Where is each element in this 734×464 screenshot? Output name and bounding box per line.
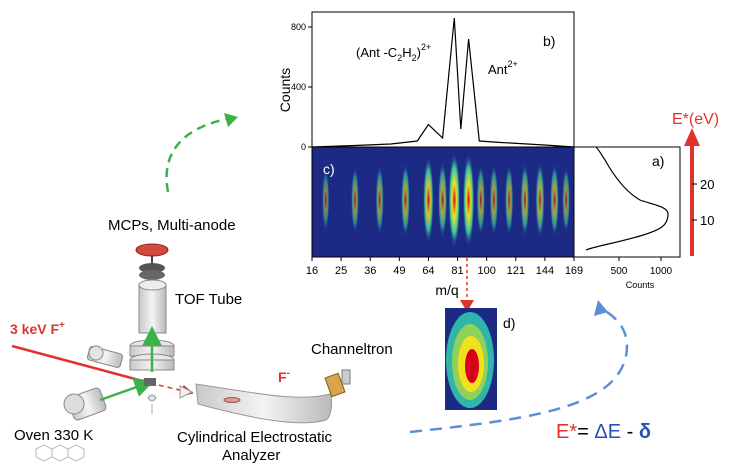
panel-b-ylabel: Counts (277, 68, 293, 112)
energy-axis: E*(eV) 10 20 (672, 111, 719, 256)
mcp-anode-disk (135, 243, 169, 257)
tof-tube-top (138, 279, 167, 291)
tof-label: TOF Tube (175, 291, 242, 308)
panel-a-xtick-500: 500 (611, 266, 628, 277)
heatmap-streak (321, 168, 330, 232)
spectrum-series-line (311, 17, 575, 148)
panel-b-ytick-label: 0 (301, 142, 306, 152)
energy-tick-20: 20 (700, 177, 714, 192)
target-cell (144, 378, 156, 386)
vapor-arrow (99, 377, 155, 402)
heatmap-streak (350, 166, 360, 234)
heatmap-streak (504, 164, 514, 236)
panel-b-y-axis: 0 400 800 (291, 22, 312, 152)
mq-axis-label: m/q (435, 282, 458, 298)
heatmap-streak (550, 163, 559, 237)
mq-tick-labels: 16 25 36 49 64 81 100 121 144 169 (306, 257, 583, 277)
panel-b-label: b) (543, 33, 555, 49)
mq-tick-label: 169 (565, 265, 583, 277)
mq-tick-label: 121 (507, 265, 525, 277)
panel-d: d) (445, 258, 515, 410)
heatmap-streak (401, 163, 410, 237)
projection-curve (585, 146, 669, 251)
energy-axis-label: E*(eV) (672, 111, 719, 128)
analyzer-label-line2: Analyzer (222, 447, 280, 464)
zoom-link-arrowhead (460, 300, 474, 312)
green-curved-arrow (165, 116, 233, 193)
heatmap-streak (462, 153, 475, 247)
heatmap-streak (520, 163, 530, 237)
panel-d-core (465, 349, 479, 383)
mq-tick-label: 81 (451, 265, 463, 277)
beam-label: 3 keV F+ (10, 320, 65, 337)
analyzer-label-line1: Cylindrical Electrostatic (177, 429, 333, 446)
panel-c: c) (311, 146, 575, 258)
green-curved-arrowhead (224, 113, 238, 127)
peak-label-fragment: (Ant -C2H2)2+ (356, 42, 431, 63)
oven-face (63, 393, 85, 415)
mq-tick-label: 144 (536, 265, 554, 277)
blue-curved-arrow (409, 306, 629, 434)
channeltron-connector (341, 369, 351, 385)
blue-curved-arrowhead (594, 300, 608, 316)
deflector-part (147, 394, 157, 402)
heatmap-columns (321, 152, 571, 248)
panel-b-ytick-label: 800 (291, 22, 306, 32)
heatmap-streak (448, 152, 461, 248)
panel-a-xtick-1000: 1000 (650, 266, 673, 277)
mq-tick-label: 49 (393, 265, 405, 277)
panel-b-ytick-label: 400 (291, 82, 306, 92)
panel-a-xlabel: Counts (626, 280, 655, 290)
apparatus: MCPs, Multi-anode TOF Tube 3 keV F+ Oven… (10, 217, 393, 464)
peak-label-ant2plus: Ant2+ (488, 59, 518, 77)
heatmap-streak (476, 164, 486, 236)
tof-tube-body (138, 284, 167, 334)
mcp-label: MCPs, Multi-anode (108, 217, 236, 234)
heatmap-streak (375, 165, 384, 235)
heatmap-streak (535, 161, 545, 239)
entrance-slit (179, 385, 194, 399)
panel-a-label: a) (652, 153, 664, 169)
energy-formula: E*= ΔE - δ (556, 421, 651, 443)
heatmap-streak (423, 156, 434, 244)
heatmap-streak (437, 161, 448, 239)
panel-b-frame (311, 11, 575, 148)
energy-arrow-head (684, 128, 700, 146)
energy-tick-10: 10 (700, 213, 714, 228)
panel-c-label: c) (323, 161, 335, 177)
panel-b: 0 400 800 Counts b) (Ant -C2H2)2+ Ant2+ (277, 11, 575, 152)
ion-beam-line (11, 344, 151, 385)
cylindrical-analyzer (195, 383, 333, 424)
channeltron-label: Channeltron (311, 341, 393, 358)
heatmap-streak (489, 164, 499, 236)
panel-a-frame (573, 146, 681, 258)
mq-tick-label: 100 (477, 265, 495, 277)
analyzer-port (223, 397, 241, 403)
scattered-beam-line (149, 382, 194, 397)
heatmap-streak (562, 166, 571, 234)
mq-tick-label: 16 (306, 265, 318, 277)
mcp-plate (139, 270, 165, 280)
mq-tick-label: 64 (422, 265, 434, 277)
panel-d-label: d) (503, 315, 515, 331)
panel-a: a) 500 1000 Counts (573, 146, 681, 290)
beam-source-end (88, 345, 104, 361)
oven-label: Oven 330 K (14, 427, 93, 444)
mcp-plate (139, 263, 165, 273)
anthracene-molecule-icon (35, 444, 85, 462)
mq-tick-label: 36 (364, 265, 376, 277)
mq-axis: 16 25 36 49 64 81 100 121 144 169 m/q (306, 257, 583, 298)
mq-tick-label: 25 (335, 265, 347, 277)
anion-label: F- (278, 368, 290, 385)
